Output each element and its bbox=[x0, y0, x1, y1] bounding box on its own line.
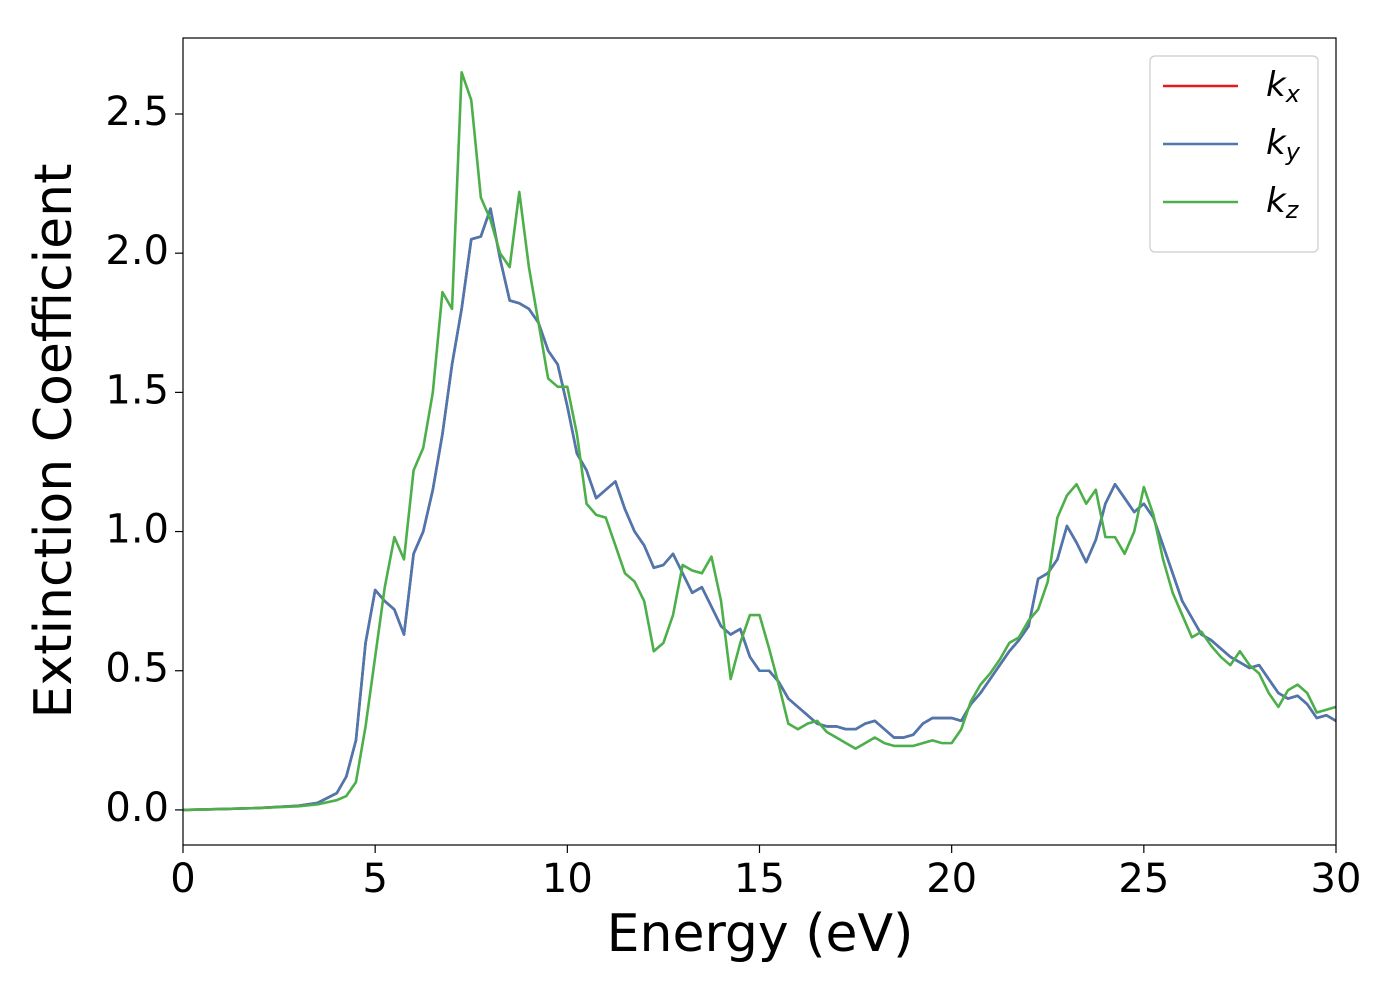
y-tick-label: 2.5 bbox=[105, 89, 169, 135]
series-line bbox=[182, 207, 1337, 812]
legend-label: kz bbox=[1266, 181, 1300, 225]
series-line bbox=[182, 70, 1337, 812]
x-tick-label: 5 bbox=[362, 856, 387, 902]
x-tick-label: 25 bbox=[1118, 856, 1169, 902]
legend-label: kx bbox=[1266, 65, 1301, 109]
x-tick-label: 15 bbox=[734, 856, 785, 902]
x-axis-label: Energy (eV) bbox=[607, 904, 914, 964]
x-tick-label: 30 bbox=[1311, 856, 1362, 902]
x-tick-label: 0 bbox=[170, 856, 195, 902]
y-tick-label: 2.0 bbox=[105, 228, 169, 274]
y-axis-label: Extinction Coefficient bbox=[24, 164, 84, 719]
plot-area bbox=[182, 70, 1337, 812]
y-tick-label: 0.0 bbox=[105, 785, 169, 831]
y-tick-label: 1.5 bbox=[105, 367, 169, 413]
x-tick-label: 10 bbox=[542, 856, 593, 902]
y-tick-label: 1.0 bbox=[105, 507, 169, 553]
legend-label: ky bbox=[1266, 123, 1301, 167]
y-tick-label: 0.5 bbox=[105, 646, 169, 692]
x-tick-label: 20 bbox=[926, 856, 977, 902]
